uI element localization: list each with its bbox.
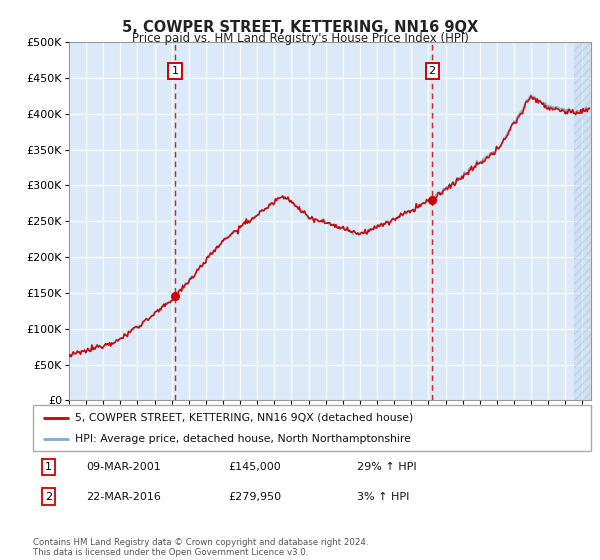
Text: Price paid vs. HM Land Registry's House Price Index (HPI): Price paid vs. HM Land Registry's House …: [131, 32, 469, 45]
Text: 2: 2: [428, 66, 436, 76]
Text: £279,950: £279,950: [229, 492, 281, 502]
FancyBboxPatch shape: [33, 405, 591, 451]
Text: 1: 1: [45, 462, 52, 472]
Text: HPI: Average price, detached house, North Northamptonshire: HPI: Average price, detached house, Nort…: [75, 435, 411, 444]
Text: Contains HM Land Registry data © Crown copyright and database right 2024.
This d: Contains HM Land Registry data © Crown c…: [33, 538, 368, 557]
Text: £145,000: £145,000: [229, 462, 281, 472]
Text: 22-MAR-2016: 22-MAR-2016: [86, 492, 161, 502]
Text: 29% ↑ HPI: 29% ↑ HPI: [356, 462, 416, 472]
Text: 3% ↑ HPI: 3% ↑ HPI: [356, 492, 409, 502]
Text: 1: 1: [172, 66, 178, 76]
Text: 5, COWPER STREET, KETTERING, NN16 9QX: 5, COWPER STREET, KETTERING, NN16 9QX: [122, 20, 478, 35]
Text: 5, COWPER STREET, KETTERING, NN16 9QX (detached house): 5, COWPER STREET, KETTERING, NN16 9QX (d…: [75, 413, 413, 423]
Bar: [574, 42, 591, 400]
Text: 09-MAR-2001: 09-MAR-2001: [86, 462, 161, 472]
Text: 2: 2: [45, 492, 52, 502]
